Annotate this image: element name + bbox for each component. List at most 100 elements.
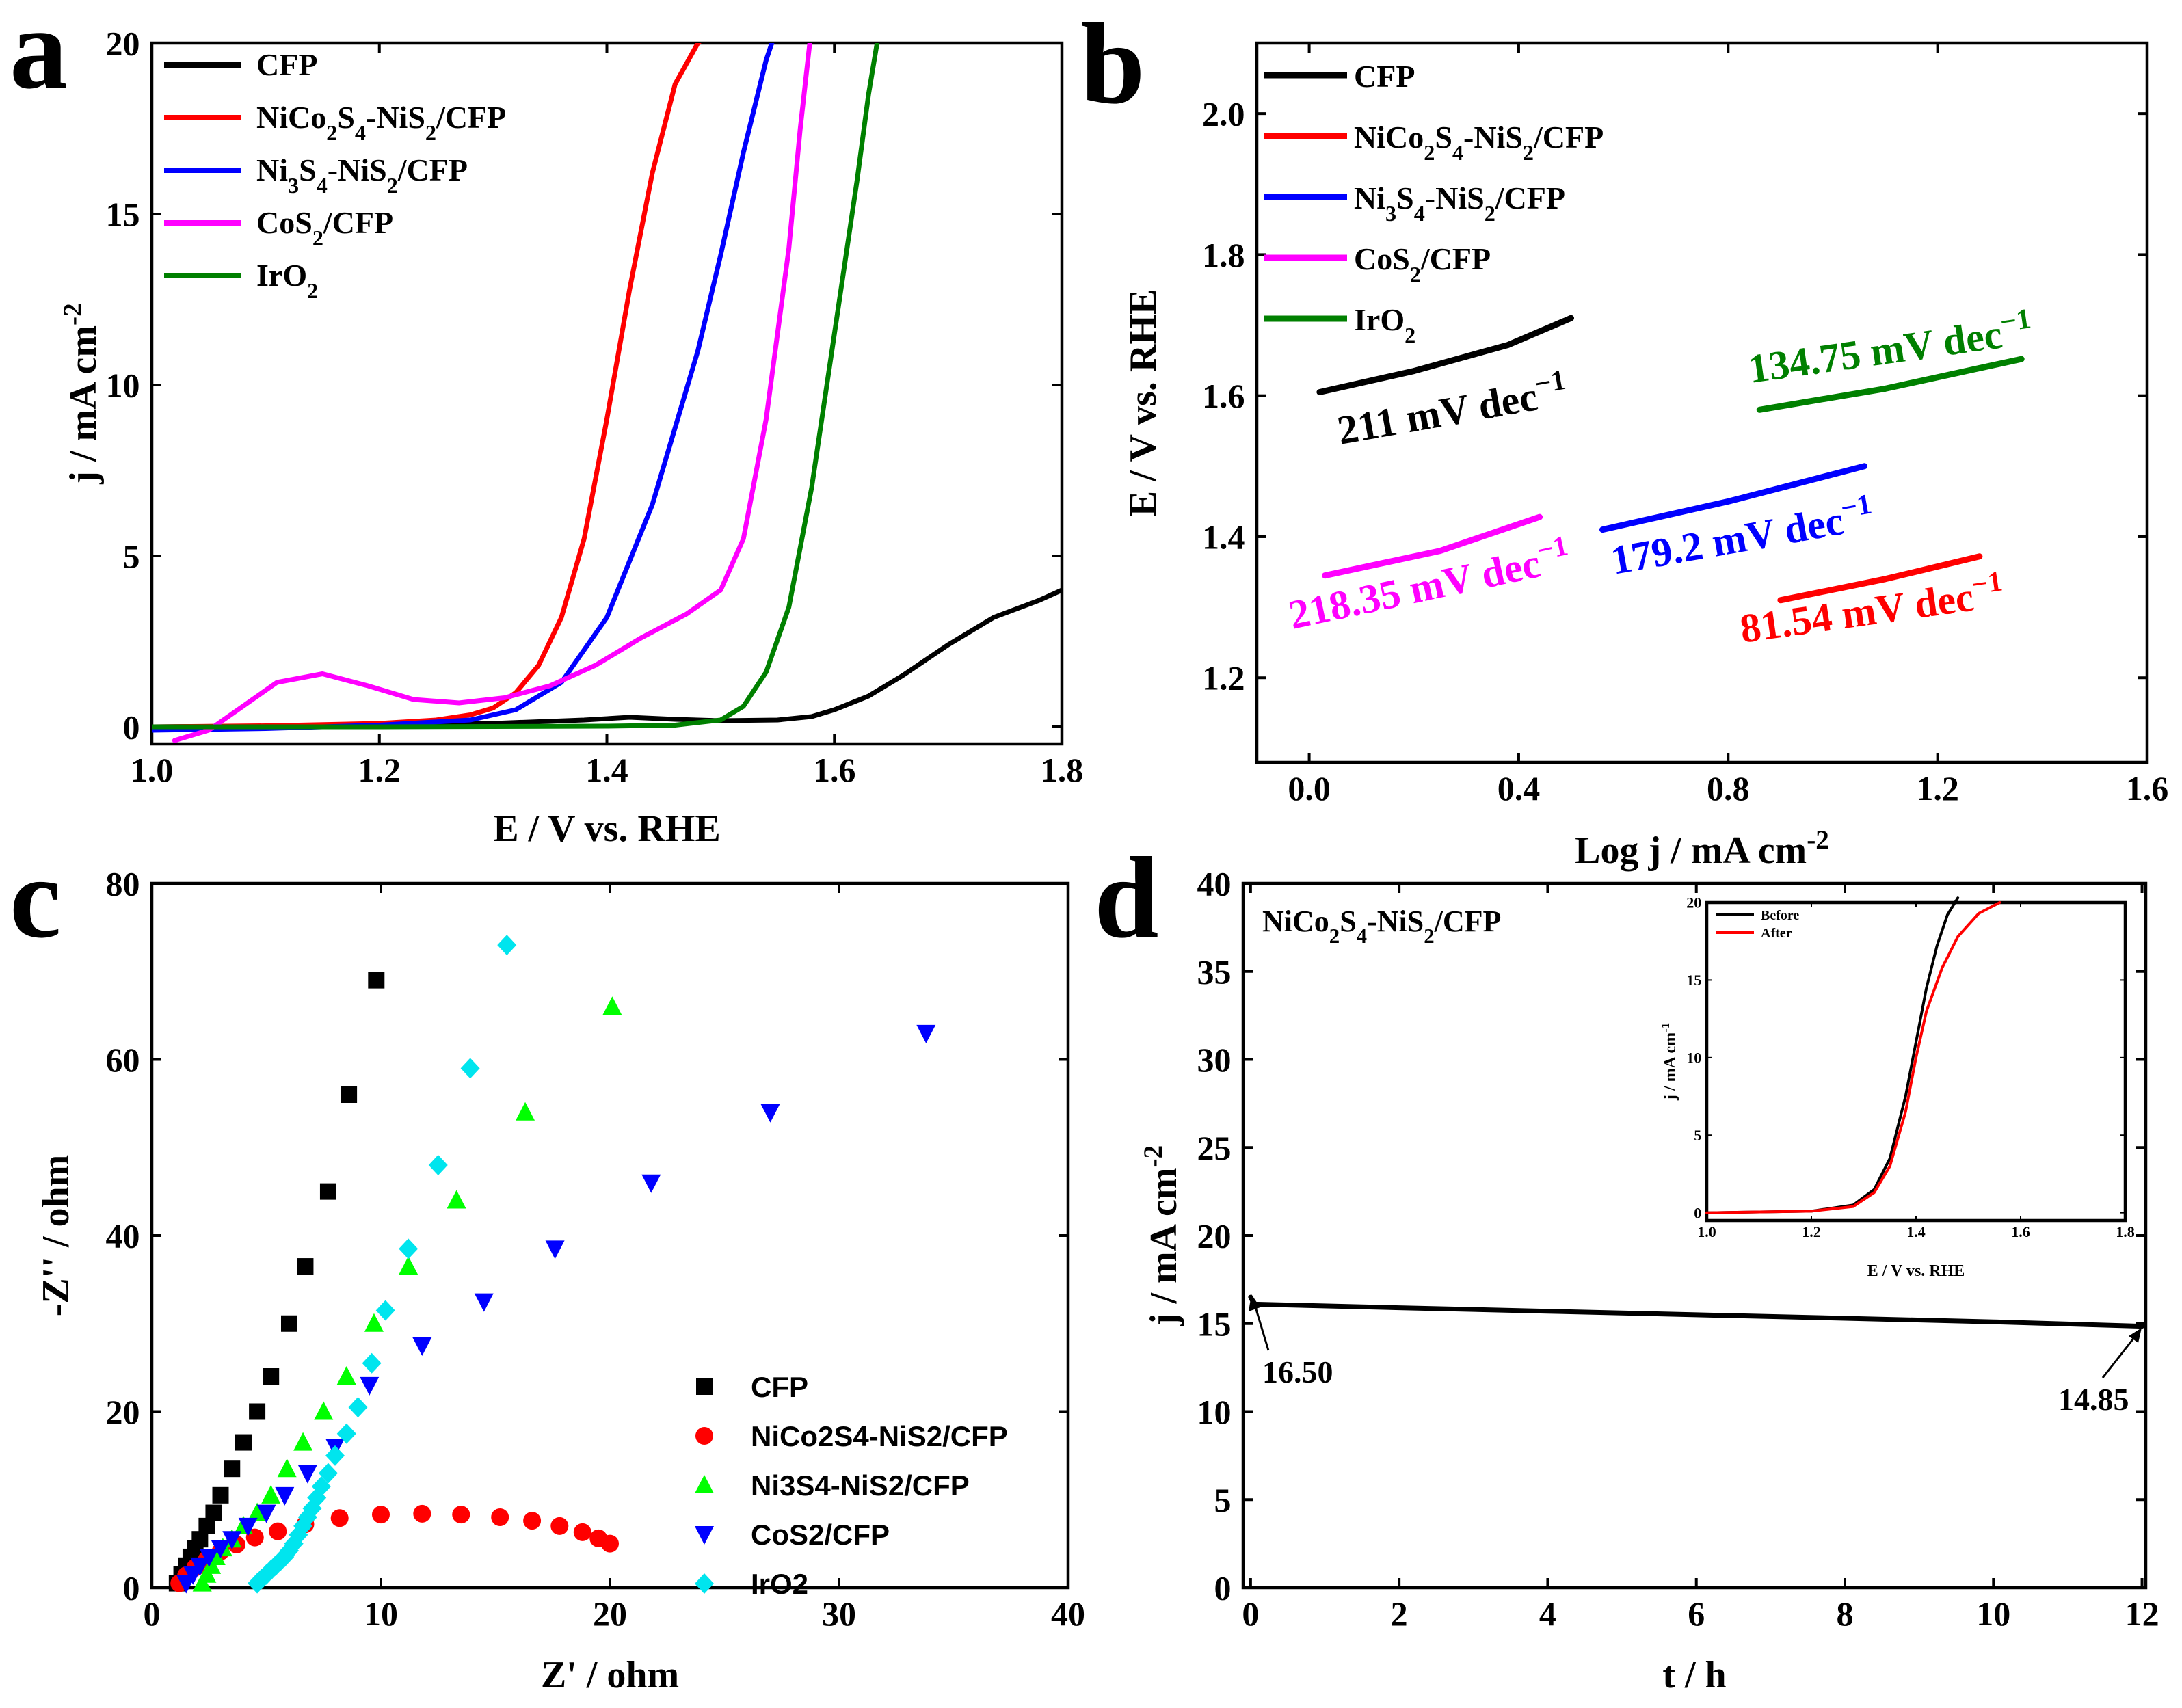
- d-inset-xtick-label: 1.8: [2116, 1223, 2135, 1240]
- d-annotation-start-arrowhead: [1249, 1294, 1260, 1311]
- d-annotation-start-arrow: [1253, 1302, 1270, 1351]
- c-point-4-14: [311, 1476, 331, 1497]
- b-legend-label-3: CoS2/CFP: [1354, 241, 1491, 286]
- c-xtick-label: 20: [593, 1594, 627, 1633]
- b-ytick-label: 1.6: [1202, 377, 1245, 415]
- c-ytick-label: 40: [106, 1217, 140, 1255]
- a-legend-label-2-part: 4: [317, 173, 328, 198]
- d-inset-ytick-label: 20: [1686, 894, 1701, 911]
- c-point-1-18: [601, 1534, 619, 1553]
- b-legend-label-2-part: Ni: [1354, 181, 1385, 215]
- c-point-0-17: [368, 972, 385, 989]
- b-legend-label-2-part: S: [1396, 181, 1414, 215]
- b-legend-label-2-part: 2: [1485, 201, 1495, 226]
- panel-letter-b: b: [1080, 0, 1145, 128]
- c-point-2-8: [261, 1484, 281, 1504]
- a-legend-label-1-part: /CFP: [436, 100, 506, 135]
- a-legend-label-2-part: Ni: [256, 152, 288, 187]
- d-xtick-label: 12: [2125, 1594, 2159, 1633]
- b-y-axis-title: E / V vs. RHE: [1122, 289, 1165, 516]
- c-legend-marker-1: [695, 1427, 713, 1445]
- c-point-2-14: [399, 1256, 418, 1275]
- a-legend-label-1-part: S: [337, 100, 355, 135]
- b-legend-label-4: IrO2: [1354, 302, 1415, 347]
- a-legend-label-1-part: -NiS: [366, 100, 425, 135]
- a-legend-label-1-part: 2: [425, 120, 436, 145]
- c-ytick-label: 60: [106, 1041, 140, 1079]
- c-legend-marker-0: [696, 1378, 713, 1395]
- b-legend-label-1-part: 4: [1452, 140, 1463, 165]
- a-legend-label-2-part: 3: [288, 173, 299, 198]
- c-point-1-14: [523, 1512, 542, 1530]
- c-point-0-11: [249, 1403, 266, 1420]
- b-xtick-label: 1.2: [1916, 769, 1959, 808]
- c-point-3-2: [190, 1557, 210, 1576]
- c-point-0-14: [297, 1258, 314, 1275]
- d-inset-ytick-label: 5: [1694, 1127, 1701, 1144]
- c-point-4-18: [348, 1397, 368, 1418]
- b-legend-label-2-part: 3: [1385, 201, 1396, 226]
- c-xtick-label: 10: [364, 1594, 398, 1633]
- a-y-axis-title-part: j / mA cm: [62, 325, 105, 485]
- c-point-4-22: [428, 1155, 448, 1175]
- d-panel-title-part: 4: [1357, 924, 1367, 948]
- d-inset-xtick-label: 1.4: [1906, 1223, 1926, 1240]
- c-xtick-label: 0: [144, 1594, 161, 1633]
- d-series-line-0: [1248, 1294, 2145, 1329]
- b-plot-frame: [1255, 41, 2149, 764]
- a-legend-label-3: CoS2/CFP: [256, 205, 393, 250]
- a-legend-label-2-part: -NiS: [328, 152, 387, 187]
- c-legend-label-4: IrO2: [751, 1568, 808, 1600]
- d-panel-title-part: NiCo: [1262, 905, 1329, 938]
- a-xtick-label: 1.6: [813, 751, 856, 789]
- d-annotation-end-arrow: [2101, 1333, 2139, 1378]
- c-point-1-11: [413, 1504, 431, 1523]
- c-point-0-9: [224, 1460, 241, 1478]
- b-legend-label-4-part: IrO: [1354, 302, 1405, 337]
- b-legend-label-0-part: CFP: [1354, 59, 1415, 94]
- c-point-2-16: [516, 1102, 535, 1121]
- a-ytick-label: 0: [123, 708, 140, 747]
- d-inset-x-axis-title: E / V vs. RHE: [1867, 1262, 1965, 1280]
- c-point-3-13: [474, 1293, 494, 1312]
- b-slope-label-2-part: −1: [1838, 488, 1874, 524]
- c-legend-label-0: CFP: [751, 1371, 808, 1403]
- b-legend-label-1-part: /CFP: [1533, 120, 1604, 155]
- c-point-3-11: [360, 1376, 380, 1396]
- a-legend-label-1: NiCo2S4-NiS2/CFP: [256, 100, 506, 145]
- d-inset-xtick-label: 1.2: [1802, 1223, 1821, 1240]
- d-inset-xtick-label: 1.0: [1697, 1223, 1716, 1240]
- b-legend-label-1: NiCo2S4-NiS2/CFP: [1354, 120, 1604, 165]
- d-xtick-label: 4: [1539, 1594, 1556, 1633]
- d-annotation-start: 16.50: [1262, 1355, 1333, 1389]
- a-xtick-label: 1.4: [585, 751, 628, 789]
- d-ytick-label: 25: [1197, 1129, 1232, 1167]
- d-inset-y-axis-title-part: j / mA cm: [1662, 1032, 1679, 1101]
- b-ytick-label: 1.8: [1202, 236, 1245, 274]
- b-xtick-label: 1.6: [2126, 769, 2169, 808]
- c-point-3-6: [238, 1517, 258, 1536]
- d-panel-title-part: 2: [1424, 924, 1434, 948]
- d-y-axis-title-part: -2: [1139, 1145, 1168, 1168]
- b-xtick-label: 0.8: [1707, 769, 1750, 808]
- c-point-4-15: [318, 1463, 338, 1484]
- c-point-2-7: [248, 1502, 267, 1521]
- c-xtick-label: 40: [1051, 1594, 1085, 1633]
- d-xtick-label: 6: [1688, 1594, 1705, 1633]
- a-legend-label-2-part: 2: [387, 173, 398, 198]
- c-point-0-7: [205, 1504, 222, 1521]
- c-point-1-10: [372, 1506, 390, 1524]
- d-y-axis-title-part: j / mA cm: [1143, 1167, 1185, 1326]
- b-slope-label-4-part: −1: [1998, 303, 2033, 338]
- b-x-axis-title: Log j / mA cm-2: [1575, 825, 1829, 872]
- d-ytick-label: 30: [1197, 1041, 1232, 1079]
- b-slope-label-3-part: −1: [1534, 530, 1571, 567]
- b-legend-label-1-part: NiCo: [1354, 120, 1424, 155]
- c-point-4-19: [362, 1352, 382, 1374]
- c-point-4-17: [336, 1423, 356, 1444]
- c-point-3-4: [211, 1540, 230, 1559]
- c-y-axis-title: -Z'' / ohm: [35, 1155, 77, 1316]
- a-x-axis-title: E / V vs. RHE: [493, 808, 720, 850]
- d-ytick-label: 5: [1214, 1481, 1232, 1519]
